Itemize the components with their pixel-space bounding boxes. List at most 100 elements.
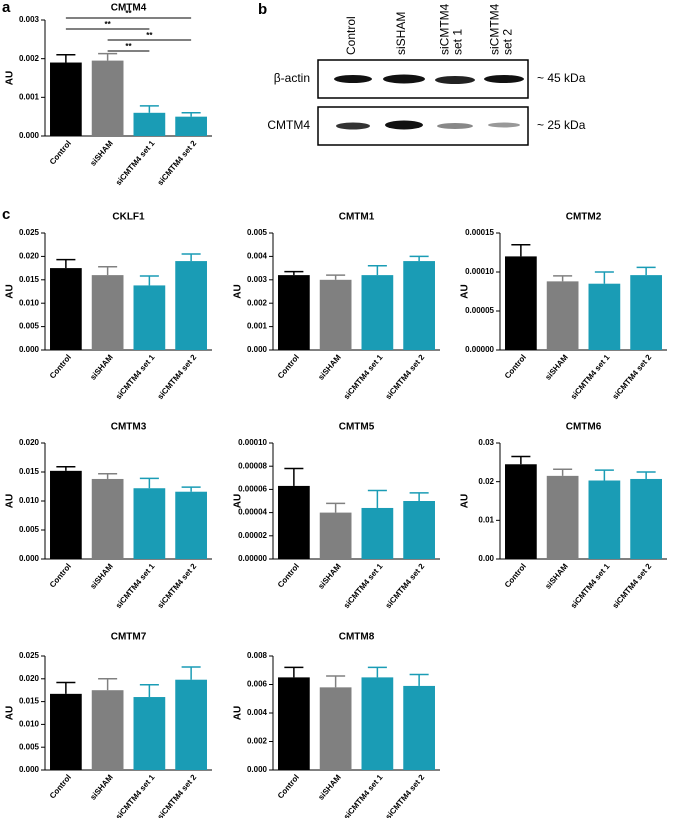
bar — [630, 275, 662, 350]
x-tick-label: siCMTM4 set 1 — [114, 352, 157, 401]
y-tick-label: 0.005 — [19, 525, 40, 534]
x-tick-label: siCMTM4 set 2 — [156, 352, 199, 401]
x-tick-label: siCMTM4 set 2 — [611, 352, 654, 401]
y-tick-label: 0.010 — [19, 720, 40, 729]
bar — [50, 268, 82, 350]
y-tick-label: 0.00000 — [238, 554, 267, 563]
y-tick-label: 0.015 — [19, 275, 40, 284]
band — [437, 123, 473, 129]
band — [484, 75, 524, 83]
y-tick-label: 0.004 — [247, 252, 268, 261]
y-tick-label: 0.004 — [247, 708, 268, 717]
x-tick-label: siSHAM — [88, 139, 115, 168]
y-tick-label: 0.000 — [247, 765, 268, 774]
bar — [361, 507, 394, 559]
blot-size-label: ~ 25 kDa — [537, 118, 586, 132]
lane-label: set 2 — [501, 29, 515, 55]
chart-title: CMTM3 — [111, 422, 147, 433]
bar — [133, 285, 166, 350]
y-tick-label: 0.003 — [19, 15, 40, 24]
bar — [403, 261, 435, 350]
x-tick-label: Control — [276, 562, 301, 590]
y-tick-label: 0.001 — [247, 322, 268, 331]
x-tick-label: siSHAM — [316, 773, 343, 802]
y-tick-label: 0.000 — [19, 345, 40, 354]
x-tick-label: Control — [503, 353, 528, 381]
y-tick-label: 0.002 — [247, 737, 268, 746]
y-tick-label: 0.025 — [19, 651, 40, 660]
bar — [361, 275, 394, 350]
band — [435, 76, 475, 84]
band — [385, 120, 423, 130]
bar — [50, 693, 82, 770]
bar — [133, 697, 166, 770]
x-tick-label: siSHAM — [543, 353, 570, 382]
x-tick-label: siCMTM4 set 1 — [114, 138, 157, 187]
bar — [403, 685, 435, 770]
y-tick-label: 0.03 — [478, 438, 494, 447]
y-axis-label: AU — [233, 706, 244, 720]
y-tick-label: 0.00010 — [238, 438, 267, 447]
y-tick-label: 0.008 — [247, 651, 268, 660]
band — [383, 74, 425, 84]
bar — [175, 679, 207, 770]
x-tick-label: siCMTM4 set 2 — [384, 772, 427, 818]
blot-row-label: CMTM4 — [267, 118, 310, 132]
x-tick-label: siSHAM — [316, 562, 343, 591]
lane-label: siCMTM4 — [488, 3, 502, 55]
significance-label: ** — [105, 20, 112, 29]
lane-label: siCMTM4 — [438, 3, 452, 55]
y-tick-label: 0.00004 — [238, 508, 267, 517]
x-tick-label: siCMTM4 set 1 — [569, 561, 612, 610]
y-tick-label: 0.000 — [19, 765, 40, 774]
chart-title: CMTM1 — [339, 212, 375, 223]
significance-label: ** — [125, 42, 132, 51]
y-tick-label: 0.025 — [19, 228, 40, 237]
y-tick-label: 0.02 — [478, 477, 494, 486]
x-tick-label: siCMTM4 set 2 — [384, 352, 427, 401]
y-tick-label: 0.00015 — [465, 228, 494, 237]
y-tick-label: 0.005 — [247, 228, 268, 237]
y-tick-label: 0.00010 — [465, 267, 494, 276]
y-tick-label: 0.020 — [19, 674, 40, 683]
x-tick-label: siCMTM4 set 1 — [114, 772, 157, 818]
x-tick-label: Control — [503, 562, 528, 590]
chart-title: CMTM7 — [111, 632, 147, 643]
x-tick-label: siCMTM4 set 1 — [569, 352, 612, 401]
y-axis-label: AU — [460, 284, 471, 298]
bar — [505, 256, 537, 350]
x-tick-label: siSHAM — [88, 353, 115, 382]
x-tick-label: siSHAM — [88, 773, 115, 802]
y-tick-label: 0.020 — [19, 438, 40, 447]
y-axis-label: AU — [5, 284, 16, 298]
x-tick-label: siCMTM4 set 1 — [342, 561, 385, 610]
chart-title: CKLF1 — [112, 212, 145, 223]
y-tick-label: 0.00008 — [238, 461, 267, 470]
bar — [588, 480, 621, 559]
y-axis-label: AU — [233, 494, 244, 508]
bar — [505, 464, 537, 559]
y-tick-label: 0.003 — [247, 275, 268, 284]
bar — [319, 512, 352, 559]
x-tick-label: siCMTM4 set 1 — [342, 352, 385, 401]
x-tick-label: Control — [48, 562, 73, 590]
bar — [91, 60, 124, 136]
panel-label: b — [258, 1, 267, 18]
y-axis-label: AU — [5, 494, 16, 508]
y-tick-label: 0.006 — [247, 680, 268, 689]
y-axis-label: AU — [233, 284, 244, 298]
y-tick-label: 0.00 — [478, 554, 494, 563]
lane-label: Control — [344, 16, 358, 55]
y-tick-label: 0.00000 — [465, 345, 494, 354]
x-tick-label: siCMTM4 set 2 — [611, 561, 654, 610]
bar — [133, 488, 166, 559]
x-tick-label: Control — [48, 773, 73, 801]
x-tick-label: siSHAM — [88, 562, 115, 591]
band — [334, 75, 372, 83]
y-tick-label: 0.000 — [247, 345, 268, 354]
x-tick-label: Control — [276, 773, 301, 801]
bar — [278, 485, 310, 559]
y-tick-label: 0.00006 — [238, 485, 267, 494]
chart-title: CMTM6 — [566, 422, 602, 433]
bar — [175, 261, 207, 350]
